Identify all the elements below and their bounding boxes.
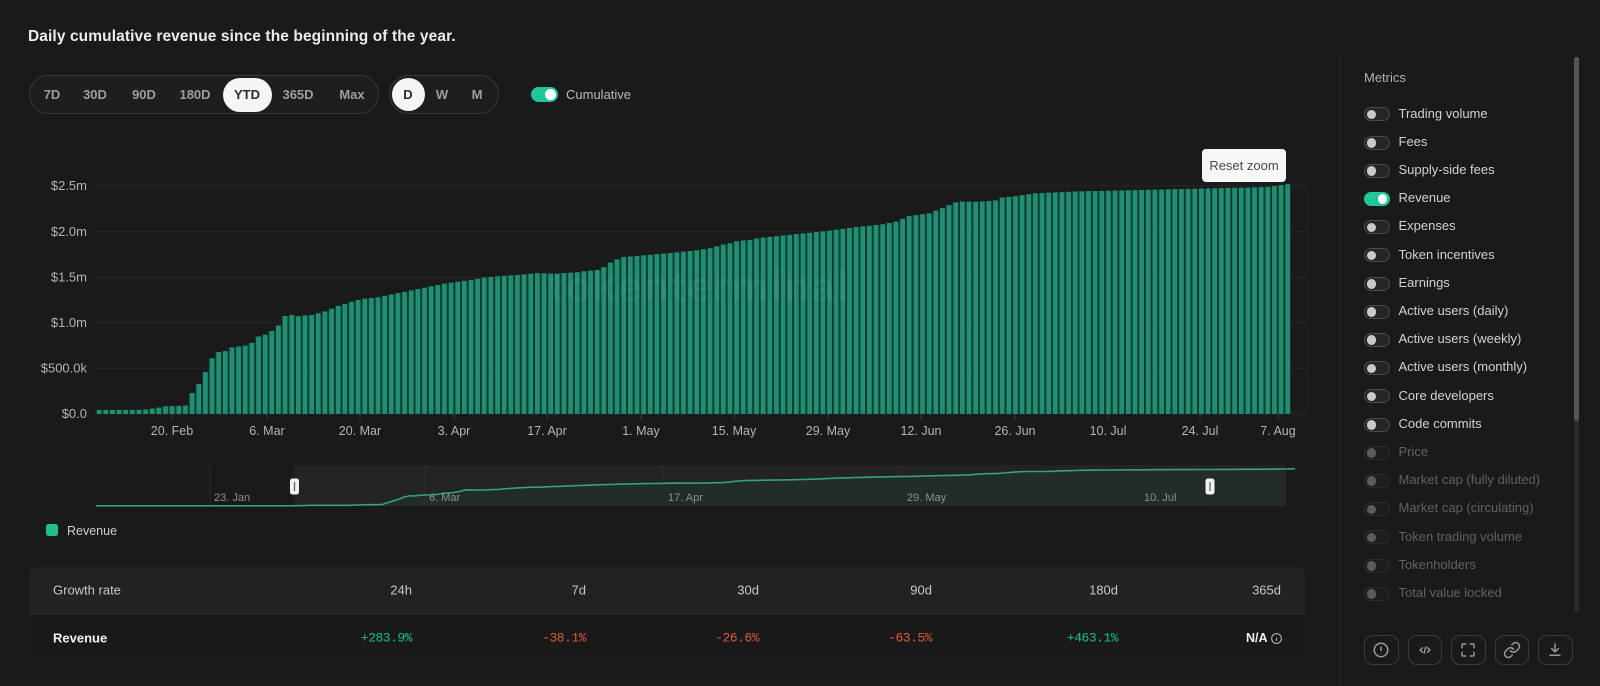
svg-text:1. May: 1. May <box>622 424 660 438</box>
svg-text:6. Mar: 6. Mar <box>429 492 461 504</box>
svg-text:29. May: 29. May <box>907 492 947 504</box>
svg-text:12. Jun: 12. Jun <box>900 424 941 438</box>
svg-text:$1.5m: $1.5m <box>51 269 87 284</box>
svg-text:$0.0: $0.0 <box>62 406 87 421</box>
svg-text:17. Apr: 17. Apr <box>527 424 567 438</box>
svg-text:20. Feb: 20. Feb <box>151 424 193 438</box>
svg-text:$2.0m: $2.0m <box>51 224 87 239</box>
svg-text:24. Jul: 24. Jul <box>1182 424 1219 438</box>
svg-text:10. Jul: 10. Jul <box>1144 492 1176 504</box>
svg-text:26. Jun: 26. Jun <box>994 424 1035 438</box>
svg-text:10. Jul: 10. Jul <box>1090 424 1127 438</box>
svg-text:$500.0k: $500.0k <box>41 361 88 376</box>
svg-text:29. May: 29. May <box>806 424 851 438</box>
svg-text:tokenterminal: tokenterminal <box>549 263 850 310</box>
svg-text:6. Mar: 6. Mar <box>249 424 284 438</box>
svg-text:17. Apr: 17. Apr <box>668 492 703 504</box>
svg-text:3. Apr: 3. Apr <box>438 424 471 438</box>
svg-text:$1.0m: $1.0m <box>51 315 87 330</box>
svg-text:23. Jan: 23. Jan <box>214 492 250 504</box>
svg-text:20. Mar: 20. Mar <box>339 424 381 438</box>
svg-text:7. Aug: 7. Aug <box>1260 424 1295 438</box>
svg-text:15. May: 15. May <box>712 424 757 438</box>
svg-text:$2.5m: $2.5m <box>51 178 87 193</box>
svg-text:Revenue: Revenue <box>67 524 117 538</box>
